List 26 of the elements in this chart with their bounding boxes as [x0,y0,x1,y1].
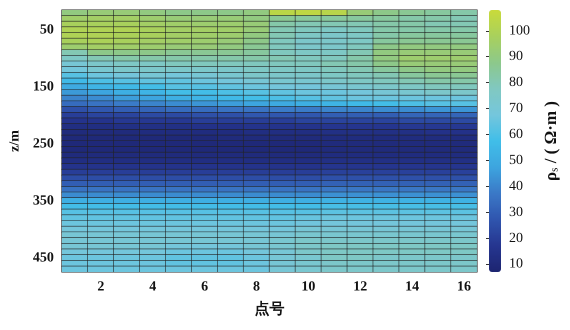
color-bar-label: 40 [509,178,523,194]
x-tick-label: 10 [301,280,316,294]
color-bar-label: 60 [509,127,523,142]
y-tick-label: 450 [32,250,54,266]
color-bar-label: 80 [509,75,523,90]
x-tick-label: 4 [149,280,156,294]
x-tick-label: 12 [353,280,368,294]
color-bar-label: 10 [509,256,523,272]
x-tick-label: 16 [457,280,472,294]
x-tick-label: 6 [201,280,208,294]
color-bar-label: 100 [509,23,530,38]
color-bar-label: 30 [509,204,523,220]
x-axis-title: 点号 [254,300,284,318]
color-bar-label: 20 [509,230,523,246]
color-bar-label: 90 [509,49,523,64]
y-axis-title: z/m [8,130,22,152]
y-tick-label: 150 [32,79,54,94]
color-bar-label: 50 [509,152,523,168]
color-bar-label: 70 [509,101,523,116]
y-tick-label: 50 [40,22,54,38]
y-tick-label: 250 [32,136,54,152]
color-bar-title: ρs / ( Ω·m ) [541,101,560,181]
y-tick-label: 350 [32,193,54,208]
x-tick-label: 14 [405,280,420,294]
x-tick-label: 8 [252,280,260,294]
x-tick-label: 2 [97,280,104,294]
